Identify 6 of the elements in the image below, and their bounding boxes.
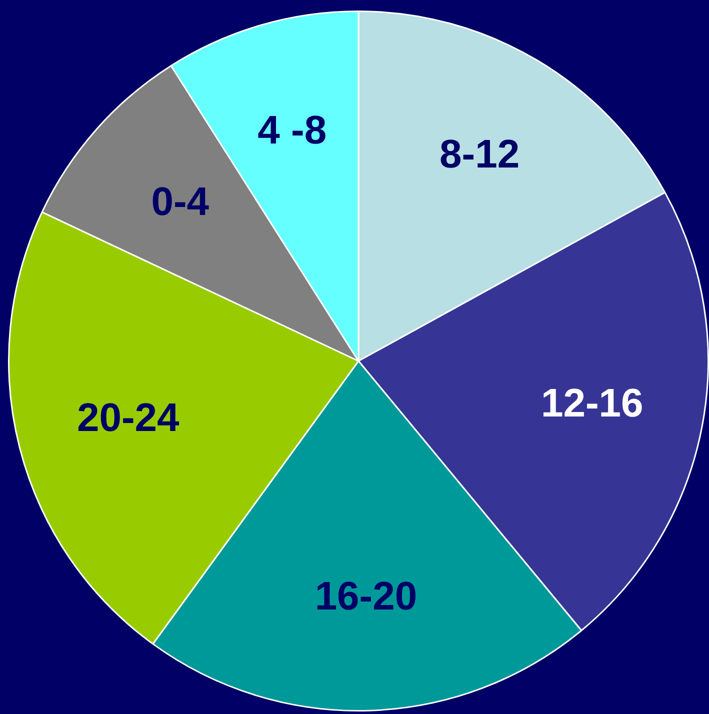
slice-label: 16-20 xyxy=(314,574,418,619)
slice-label: 12-16 xyxy=(540,382,644,426)
slice-label: 8-12 xyxy=(440,132,520,176)
slice-label: 20-24 xyxy=(76,396,180,440)
slice-label: 0-4 xyxy=(151,180,210,224)
slice-label: 4 -8 xyxy=(258,108,327,153)
